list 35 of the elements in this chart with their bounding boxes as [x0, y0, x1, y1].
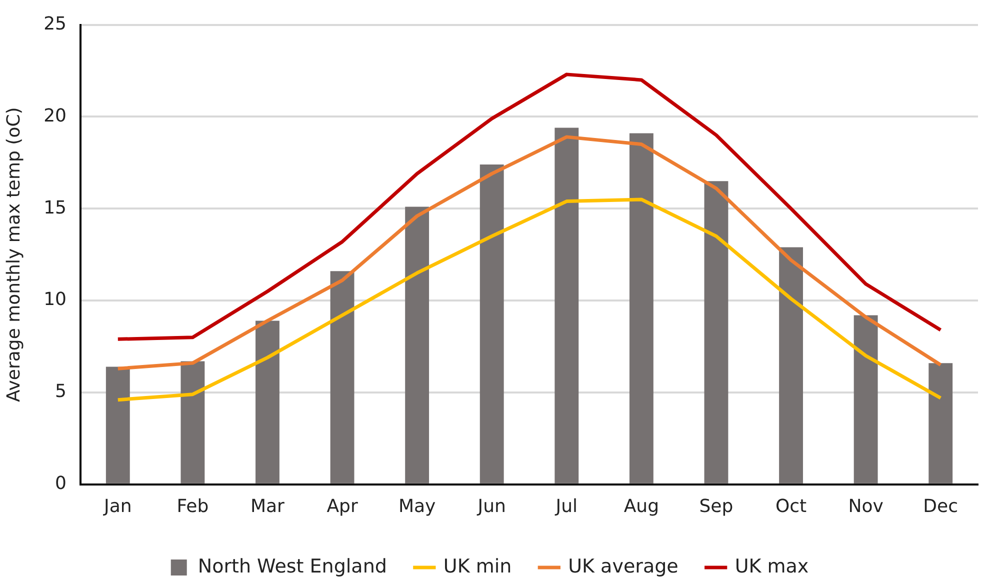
y-axis-title: Average monthly max temp (oC) [3, 107, 24, 402]
y-tick-label: 5 [55, 381, 67, 402]
legend-label: North West England [198, 555, 387, 578]
y-tick-label: 25 [44, 13, 67, 34]
bar [928, 363, 953, 484]
x-tick-label: Apr [326, 496, 358, 517]
x-tick-label: Nov [848, 496, 884, 517]
x-tick-label: May [398, 496, 436, 517]
y-tick-label: 0 [55, 473, 67, 494]
x-tick-label: Jul [554, 496, 578, 517]
x-tick-label: Oct [775, 496, 807, 517]
bar [779, 247, 803, 484]
x-tick-label: Jan [103, 496, 132, 517]
y-tick-label: 10 [44, 289, 67, 310]
bar [554, 128, 579, 484]
y-tick-label: 20 [44, 105, 67, 126]
x-tick-label: Mar [250, 496, 286, 517]
bar [106, 366, 130, 484]
legend-label: UK average [568, 555, 678, 578]
bar [180, 361, 205, 484]
x-tick-label: Aug [624, 496, 660, 517]
bar [256, 320, 280, 484]
bar [330, 271, 354, 484]
y-tick-label: 15 [44, 197, 67, 218]
x-tick-label: Feb [176, 496, 209, 517]
bar [704, 181, 728, 484]
x-tick-label: Jun [476, 496, 506, 517]
legend-label: UK max [734, 555, 809, 578]
bar [629, 133, 654, 484]
x-tick-label: Dec [923, 496, 958, 517]
x-tick-label: Sep [699, 496, 734, 517]
bar [480, 164, 504, 484]
bar [854, 315, 878, 484]
bar [405, 206, 430, 484]
legend-label: UK min [443, 555, 512, 578]
